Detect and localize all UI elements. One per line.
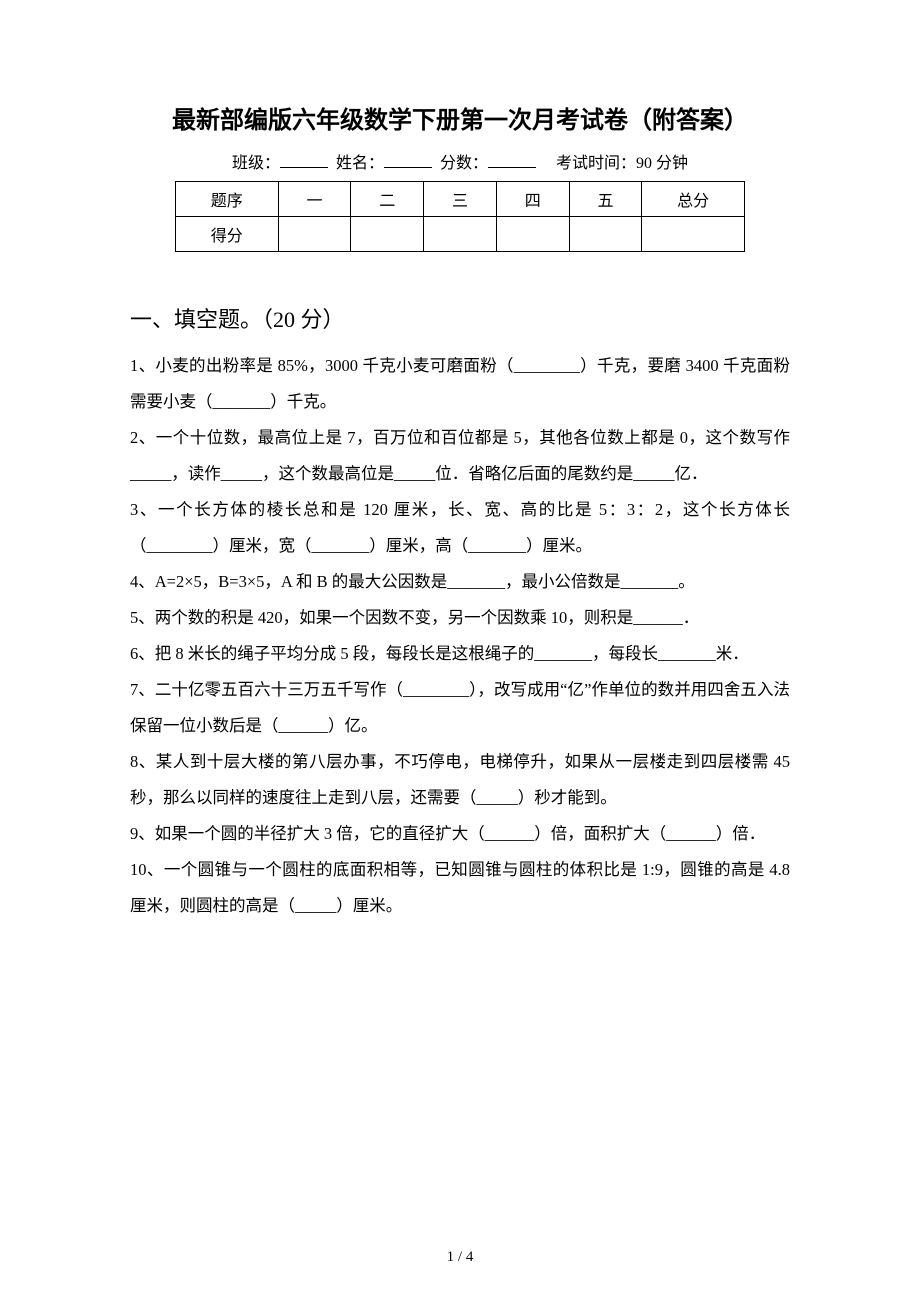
- page-title: 最新部编版六年级数学下册第一次月考试卷（附答案）: [130, 100, 790, 135]
- cell-score-label: 得分: [176, 217, 279, 252]
- question-8: 8、某人到十层大楼的第八层办事，不巧停电，电梯停升，如果从一层楼走到四层楼需 4…: [130, 744, 790, 816]
- score-blank[interactable]: [488, 151, 536, 168]
- cell-header-4: 四: [496, 182, 569, 217]
- class-blank[interactable]: [280, 151, 328, 168]
- cell-header-2: 二: [351, 182, 424, 217]
- question-2: 2、一个十位数，最高位上是 7，百万位和百位都是 5，其他各位数上都是 0，这个…: [130, 420, 790, 492]
- cell-header-label: 题序: [176, 182, 279, 217]
- score-table: 题序 一 二 三 四 五 总分 得分: [175, 181, 745, 252]
- cell-header-1: 一: [278, 182, 351, 217]
- section-1-heading: 一、填空题。（20 分）: [130, 302, 790, 334]
- question-1: 1、小麦的出粉率是 85%，3000 千克小麦可磨面粉（________）千克，…: [130, 348, 790, 420]
- cell-header-3: 三: [424, 182, 497, 217]
- exam-time-label: 考试时间：90 分钟: [556, 155, 688, 172]
- question-10: 10、一个圆锥与一个圆柱的底面积相等，已知圆锥与圆柱的体积比是 1:9，圆锥的高…: [130, 852, 790, 924]
- meta-line: 班级： 姓名： 分数： 考试时间：90 分钟: [130, 149, 790, 173]
- name-label: 姓名：: [336, 155, 384, 172]
- cell-score-3[interactable]: [424, 217, 497, 252]
- table-row: 得分: [176, 217, 745, 252]
- score-label: 分数：: [440, 155, 488, 172]
- cell-score-2[interactable]: [351, 217, 424, 252]
- class-label: 班级：: [232, 155, 280, 172]
- question-7: 7、二十亿零五百六十三万五千写作（________），改写成用“亿”作单位的数并…: [130, 672, 790, 744]
- question-5: 5、两个数的积是 420，如果一个因数不变，另一个因数乘 10，则积是_____…: [130, 600, 790, 636]
- cell-header-5: 五: [569, 182, 642, 217]
- table-row: 题序 一 二 三 四 五 总分: [176, 182, 745, 217]
- name-blank[interactable]: [384, 151, 432, 168]
- question-4: 4、A=2×5，B=3×5，A 和 B 的最大公因数是_______，最小公倍数…: [130, 564, 790, 600]
- cell-score-4[interactable]: [496, 217, 569, 252]
- page-number: 1 / 4: [0, 1249, 920, 1266]
- question-6: 6、把 8 米长的绳子平均分成 5 段，每段长是这根绳子的_______，每段长…: [130, 636, 790, 672]
- question-3: 3、一个长方体的棱长总和是 120 厘米，长、宽、高的比是 5：3：2，这个长方…: [130, 492, 790, 564]
- cell-header-total: 总分: [642, 182, 745, 217]
- question-9: 9、如果一个圆的半径扩大 3 倍，它的直径扩大（______）倍，面积扩大（__…: [130, 816, 790, 852]
- questions-block: 1、小麦的出粉率是 85%，3000 千克小麦可磨面粉（________）千克，…: [130, 348, 790, 924]
- cell-score-5[interactable]: [569, 217, 642, 252]
- cell-score-1[interactable]: [278, 217, 351, 252]
- cell-score-total[interactable]: [642, 217, 745, 252]
